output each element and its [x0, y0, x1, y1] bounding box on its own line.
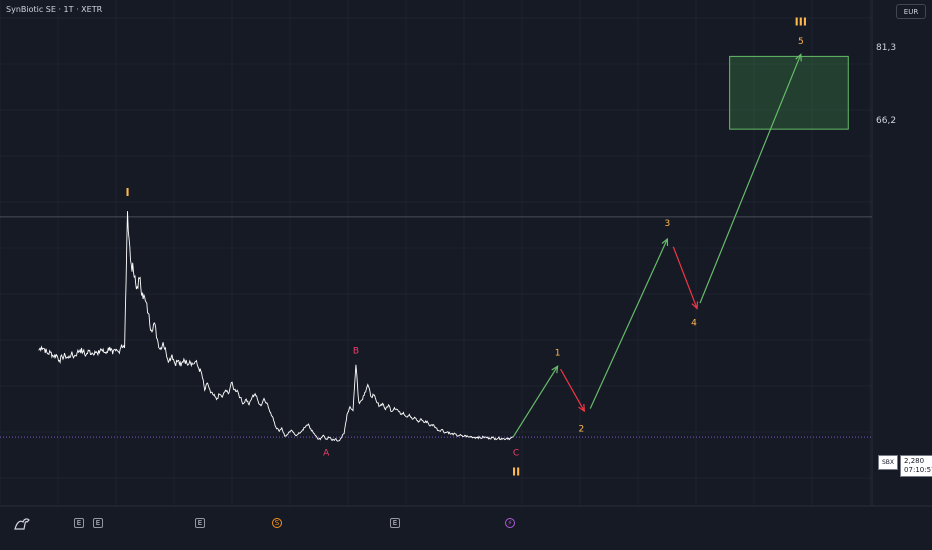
wave-label-2: 2: [578, 424, 584, 434]
wave-label-I: I: [125, 186, 129, 199]
projection-arrow-down: [560, 368, 585, 412]
event-earnings-icon[interactable]: E: [93, 518, 103, 528]
price-series-line: [38, 211, 514, 442]
arrow-head: [691, 301, 699, 310]
target-zone-box: [729, 55, 849, 130]
price-box: 2,280 07:10:57: [900, 455, 932, 477]
wave-label-1: 1: [555, 348, 561, 358]
wave-label-5: 5: [798, 37, 804, 47]
projection-arrow-up: [699, 54, 802, 304]
arrow-head: [551, 365, 559, 374]
wave-label-B: B: [353, 346, 359, 356]
event-split-icon[interactable]: S: [272, 518, 282, 528]
event-earnings-icon[interactable]: E: [390, 518, 400, 528]
wave-label-3: 3: [664, 219, 670, 229]
arrow-head: [661, 237, 669, 247]
ticker-tag: SBX: [878, 455, 899, 470]
tradingview-logo-icon[interactable]: [14, 515, 30, 534]
projection-arrow-down: [672, 246, 698, 309]
event-earnings-icon[interactable]: E: [74, 518, 84, 528]
symbol-title: SynBiotic SE · 1T · XETR: [6, 5, 103, 14]
bar-countdown: 07:10:57: [904, 466, 932, 474]
wave-label-II: II: [512, 465, 520, 478]
wave-label-A: A: [323, 448, 330, 458]
event-earnings-icon[interactable]: E: [195, 518, 205, 528]
event-dividend-icon[interactable]: ⚡: [505, 518, 515, 528]
last-price-value: 2,280: [904, 457, 925, 465]
wave-label-4: 4: [691, 318, 697, 328]
wave-label-III: III: [795, 16, 807, 29]
arrow-head: [578, 404, 585, 413]
wave-label-C: C: [513, 448, 519, 458]
price-axis-label-top: 81,3: [876, 43, 897, 53]
arrow-head: [795, 53, 802, 62]
projection-arrow-up: [512, 365, 559, 438]
currency-button[interactable]: EUR: [896, 4, 926, 19]
last-price-badge: SBX 2,280 07:10:57: [878, 455, 932, 477]
price-axis-label-bottom: 66,2: [876, 116, 897, 126]
projection-arrow-up: [589, 238, 668, 409]
